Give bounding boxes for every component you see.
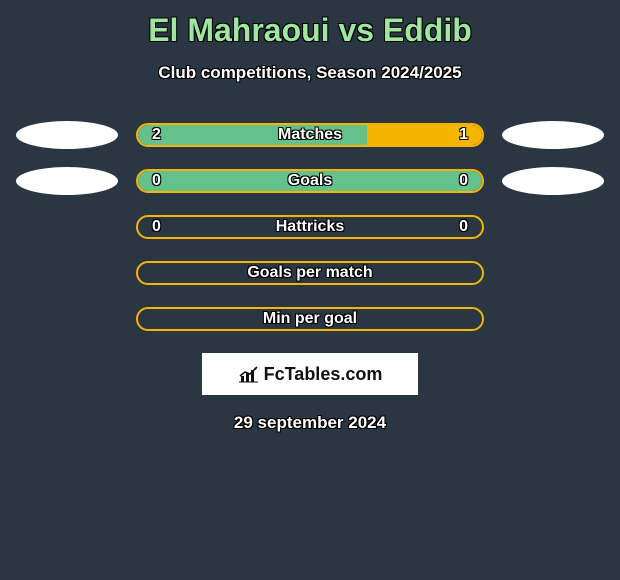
stat-bar: 21Matches: [136, 123, 484, 147]
marker-placeholder: [502, 259, 604, 287]
stat-bar: 00Goals: [136, 169, 484, 193]
stat-label: Min per goal: [138, 310, 482, 328]
stat-row: Min per goal: [0, 307, 620, 331]
stat-bar: 0 0Hattricks: [136, 215, 484, 239]
marker-placeholder: [16, 259, 118, 287]
stat-bar: Goals per match: [136, 261, 484, 285]
bar-fill-b: [367, 125, 482, 145]
page-title: El Mahraoui vs Eddib: [148, 12, 472, 49]
brand-box[interactable]: FcTables.com: [202, 353, 418, 395]
player-a-marker: [16, 121, 118, 149]
stat-row: Goals per match: [0, 261, 620, 285]
marker-placeholder: [502, 305, 604, 333]
marker-placeholder: [502, 213, 604, 241]
stat-value-a: 0: [152, 218, 161, 236]
comparison-card: El Mahraoui vs Eddib Club competitions, …: [0, 0, 620, 433]
stat-bar: Min per goal: [136, 307, 484, 331]
date-label: 29 september 2024: [234, 413, 386, 433]
stat-label: Hattricks: [138, 218, 482, 236]
brand-text: FcTables.com: [264, 364, 383, 385]
player-b-marker: [502, 121, 604, 149]
page-subtitle: Club competitions, Season 2024/2025: [158, 63, 461, 83]
stat-row: 21Matches: [0, 123, 620, 147]
player-a-marker: [16, 167, 118, 195]
marker-placeholder: [16, 305, 118, 333]
stat-value-b: 0: [459, 218, 468, 236]
stat-row: 0 0Hattricks: [0, 215, 620, 239]
bar-fill-a: [138, 171, 482, 191]
stat-row: 00Goals: [0, 169, 620, 193]
marker-placeholder: [16, 213, 118, 241]
stat-label: Goals per match: [138, 264, 482, 282]
stats-rows: 21Matches 00Goals 0 0Hattricks Goals per mat…: [0, 123, 620, 331]
player-b-marker: [502, 167, 604, 195]
chart-icon: [238, 365, 260, 383]
bar-fill-a: [138, 125, 367, 145]
